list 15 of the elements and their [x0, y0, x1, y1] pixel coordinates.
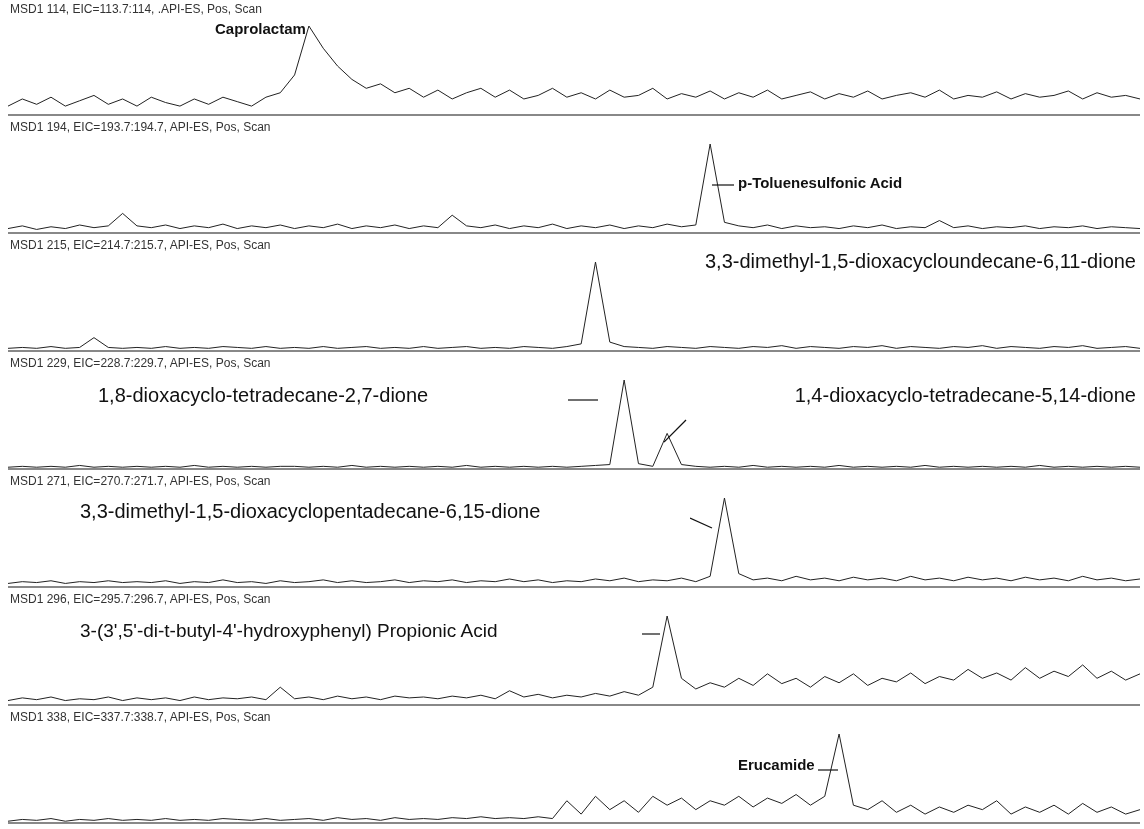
annotation: 1,8-dioxacyclo-tetradecane-2,7-dione [98, 384, 429, 407]
chart-title: MSD1 114, EIC=113.7:114, .API-ES, Pos, Scan [10, 2, 262, 16]
chart-title: MSD1 338, EIC=337.7:338.7, API-ES, Pos, Scan [10, 710, 271, 724]
chart-title: MSD1 296, EIC=295.7:296.7, API-ES, Pos, Scan [10, 592, 271, 606]
chart-title: MSD1 229, EIC=228.7:229.7, API-ES, Pos, Scan [10, 356, 271, 370]
annotation: Erucamide [738, 756, 815, 773]
chart-title: MSD1 271, EIC=270.7:271.7, API-ES, Pos, Scan [10, 474, 271, 488]
chart-title: MSD1 194, EIC=193.7:194.7, API-ES, Pos, Scan [10, 120, 271, 134]
annotation: 3-(3',5'-di-t-butyl-4'-hydroxyphenyl) Propionic Acid [80, 620, 498, 642]
annotation: p-Toluenesulfonic Acid [738, 174, 903, 191]
annotation: 3,3-dimethyl-1,5-dioxacycloundecane-6,11-dione [705, 250, 1136, 273]
annotation: 1,4-dioxacyclo-tetradecane-5,14-dione [794, 384, 1136, 407]
annotation: Caprolactam [215, 20, 306, 37]
chart-title: MSD1 215, EIC=214.7:215.7, API-ES, Pos, Scan [10, 238, 271, 252]
annotation: 3,3-dimethyl-1,5-dioxacyclopentadecane-6,15-dione [80, 500, 541, 523]
